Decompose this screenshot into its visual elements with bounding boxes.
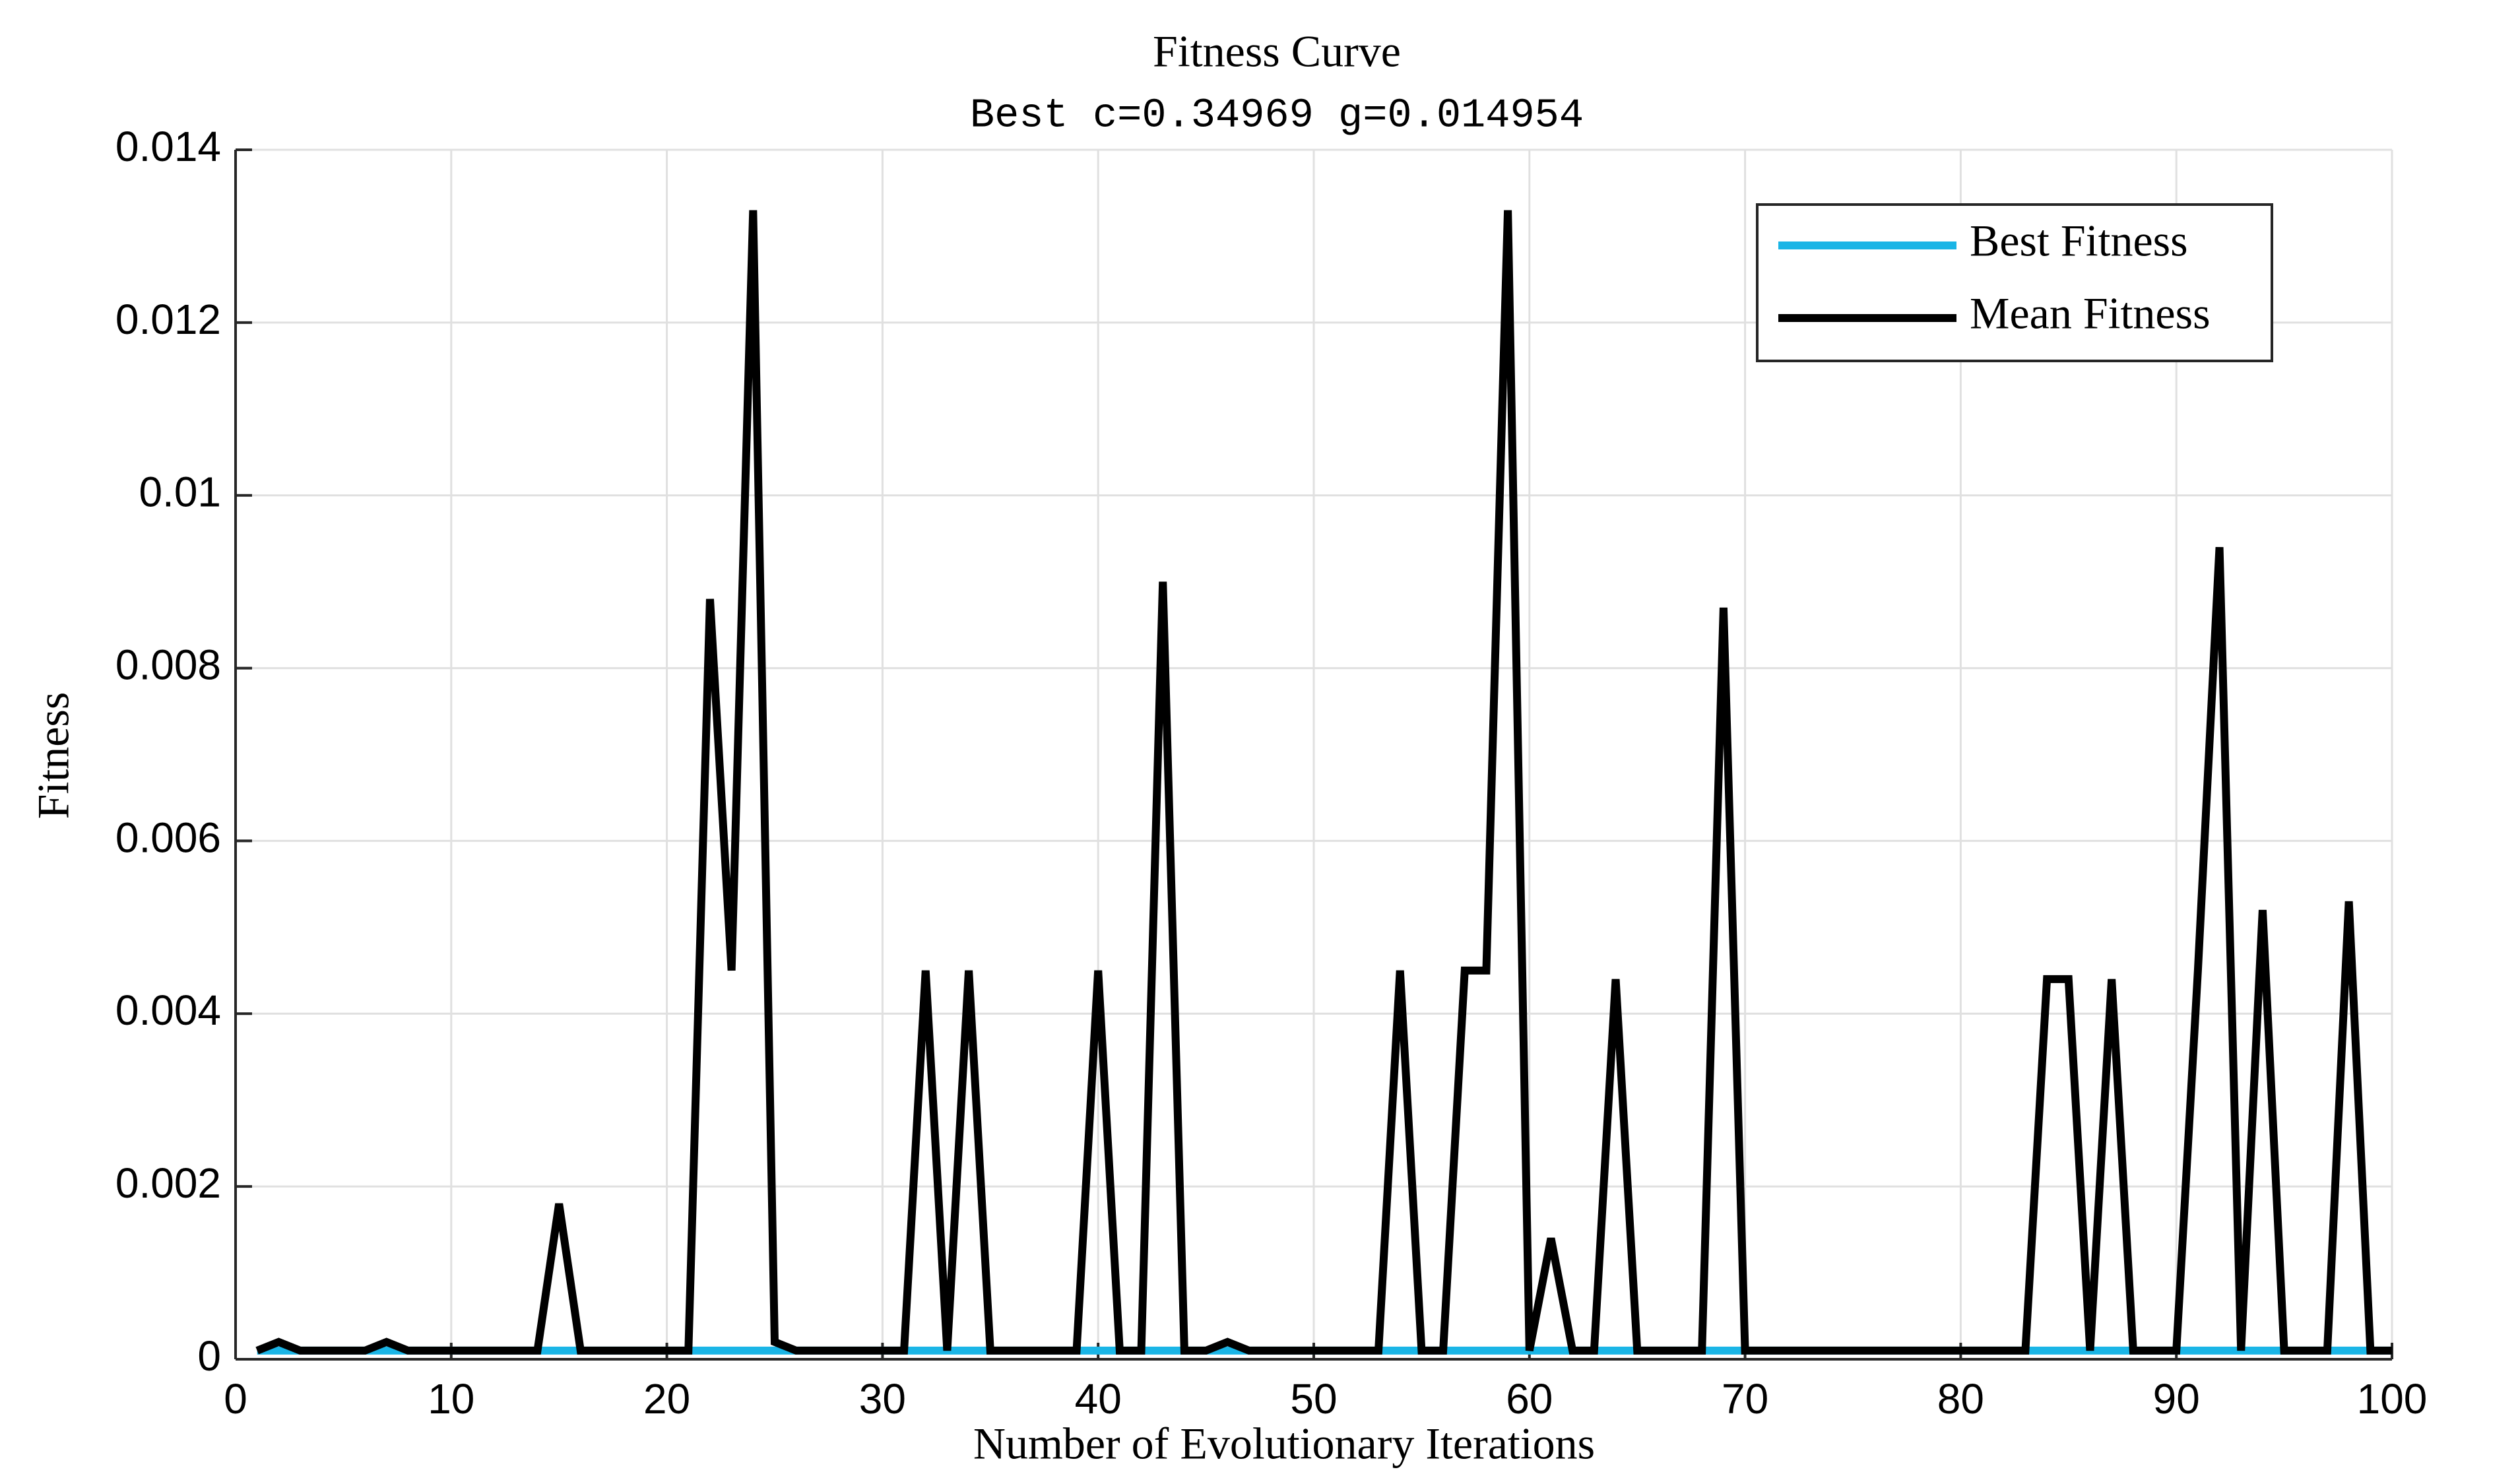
x-tick-label: 30 [859,1375,906,1423]
y-tick-label: 0.014 [115,123,221,170]
y-tick-label: 0.008 [115,641,221,688]
legend-label: Mean Fitness [1970,288,2211,338]
series-line [255,210,2392,1355]
chart-subtitle: Best c=0.34969 g=0.014954 [970,92,1584,139]
y-tick-label: 0.004 [115,986,221,1034]
x-tick-label: 100 [2357,1375,2428,1423]
chart-title: Fitness Curve [1153,26,1401,77]
x-tick-label: 60 [1506,1375,1553,1423]
legend-label: Best Fitness [1970,216,2188,266]
y-tick-label: 0.01 [139,468,221,516]
y-tick-label: 0 [197,1332,221,1380]
x-tick-label: 50 [1290,1375,1337,1423]
x-tick-label: 40 [1075,1375,1122,1423]
y-tick-label: 0.002 [115,1159,221,1207]
x-tick-label: 20 [643,1375,690,1423]
x-tick-label: 10 [428,1375,474,1423]
x-tick-label: 90 [2153,1375,2200,1423]
y-tick-label: 0.006 [115,814,221,861]
x-tick-label: 80 [1937,1375,1984,1423]
legend-box [1756,203,2273,362]
y-axis-label: Fitness [28,692,79,820]
x-tick-label: 70 [1722,1375,1768,1423]
y-tick-label: 0.012 [115,296,221,343]
x-axis-label: Number of Evolutionary Iterations [973,1419,1595,1469]
x-tick-label: 0 [224,1375,247,1423]
